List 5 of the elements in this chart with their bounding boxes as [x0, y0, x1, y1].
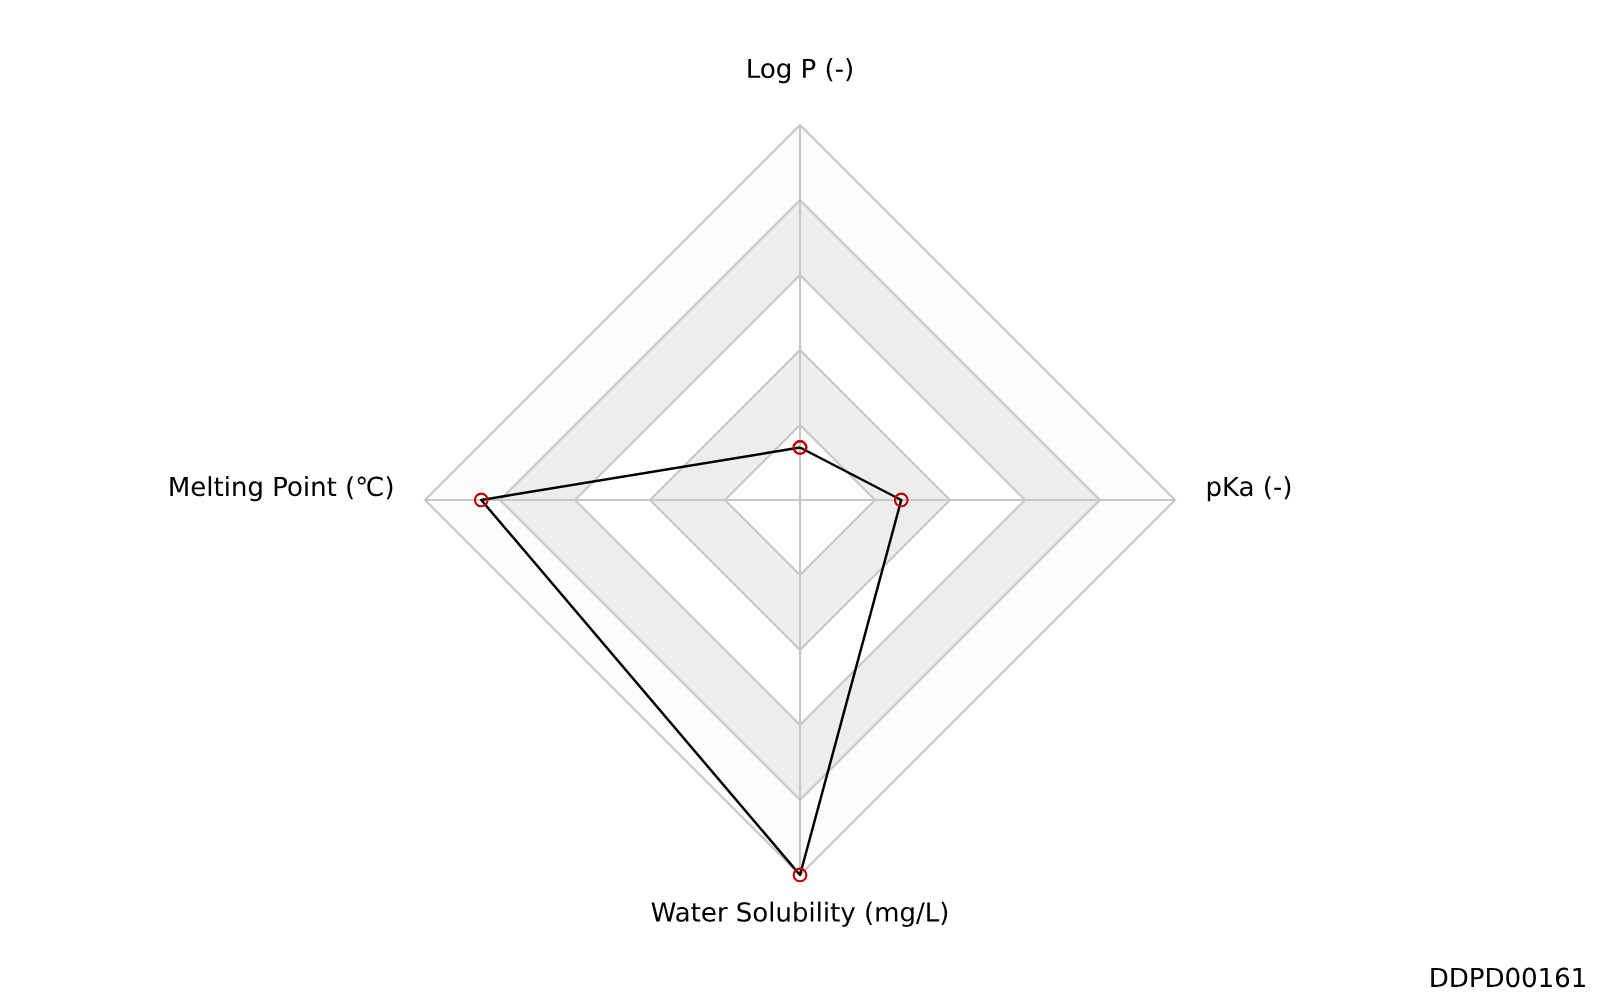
text: DDPD00161	[1431, 967, 1585, 988]
spoke-label: Melting Point (℃)	[170, 476, 393, 502]
spoke-label: pKa (-)	[1207, 476, 1291, 502]
spoke-label: Log P (-)	[748, 58, 852, 84]
spoke-label: Water Solubility (mg/L)	[651, 901, 948, 927]
